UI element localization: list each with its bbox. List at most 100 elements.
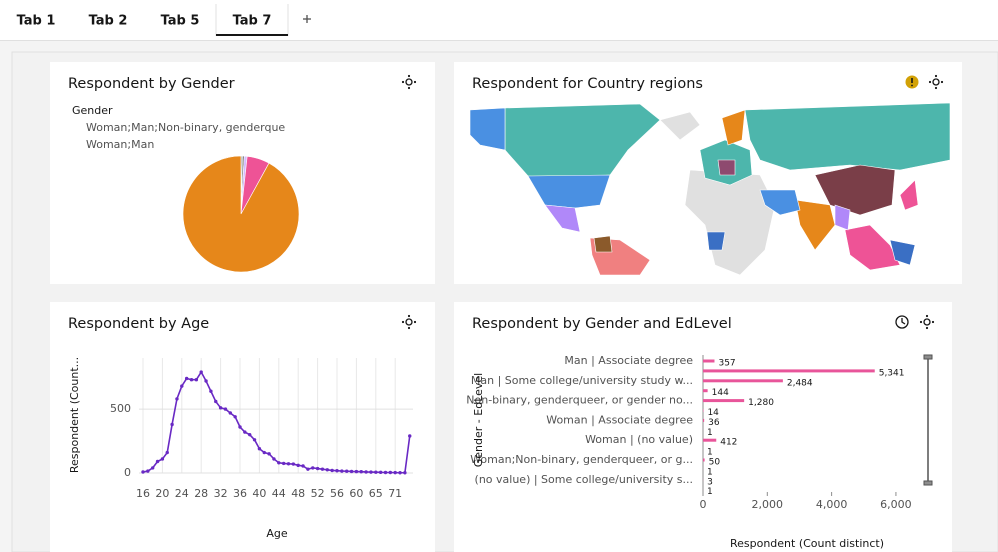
add-tab[interactable] bbox=[303, 15, 311, 23]
value-label: 357 bbox=[718, 359, 735, 369]
point bbox=[175, 397, 179, 401]
bar bbox=[703, 399, 745, 403]
region bbox=[659, 111, 701, 141]
bar bbox=[703, 369, 875, 373]
x-tick-label: 20 bbox=[155, 487, 169, 500]
tab[interactable]: Tab 5 bbox=[161, 14, 200, 29]
dot bbox=[940, 80, 944, 84]
point bbox=[238, 425, 242, 429]
x-tick-label: 44 bbox=[272, 487, 286, 500]
dot bbox=[925, 314, 929, 318]
tab-bar bbox=[0, 0, 998, 40]
point bbox=[374, 470, 378, 474]
x-axis-label: Age bbox=[266, 527, 288, 540]
slider-handle[interactable] bbox=[923, 480, 933, 486]
settings-icon[interactable] bbox=[405, 78, 413, 86]
x-tick-label: 16 bbox=[136, 487, 150, 500]
y-tick-label: Non-binary, genderqueer, or gender no... bbox=[466, 394, 693, 407]
point bbox=[281, 461, 286, 466]
region bbox=[834, 204, 851, 231]
x-tick-label: 6,000 bbox=[880, 498, 912, 511]
point bbox=[248, 432, 252, 437]
value-label: 36 bbox=[708, 418, 720, 428]
bar bbox=[703, 458, 705, 462]
dot bbox=[413, 320, 417, 324]
value-label: 1 bbox=[707, 428, 713, 438]
settings-icon[interactable] bbox=[405, 318, 413, 326]
region bbox=[759, 189, 801, 216]
dot bbox=[925, 326, 929, 330]
panel-title: Respondent by Gender and EdLevel bbox=[472, 316, 732, 332]
region bbox=[469, 107, 506, 151]
clock-icon[interactable] bbox=[895, 315, 909, 329]
panel-title: Respondent by Age bbox=[68, 316, 209, 332]
active-tab-indicator bbox=[216, 34, 288, 36]
dot bbox=[407, 74, 411, 78]
point bbox=[286, 462, 291, 466]
value-label: 144 bbox=[712, 388, 729, 398]
settings-icon[interactable] bbox=[923, 318, 931, 326]
point bbox=[335, 469, 339, 473]
point bbox=[228, 411, 232, 415]
point bbox=[257, 447, 262, 451]
y-tick-label: Man | Associate degree bbox=[564, 354, 693, 367]
range-slider[interactable] bbox=[923, 354, 933, 486]
y-tick-label: Man | Some college/university study w... bbox=[471, 374, 693, 387]
point bbox=[155, 459, 160, 464]
region bbox=[744, 102, 951, 171]
point bbox=[345, 469, 349, 473]
point bbox=[272, 457, 276, 461]
dot bbox=[407, 86, 411, 90]
point bbox=[359, 470, 363, 474]
value-label: 5,341 bbox=[879, 368, 905, 378]
point bbox=[403, 471, 407, 475]
point bbox=[330, 468, 334, 473]
point bbox=[160, 457, 165, 461]
value-label: 1 bbox=[707, 448, 713, 458]
point bbox=[277, 461, 281, 465]
dot bbox=[934, 74, 938, 78]
point bbox=[315, 466, 320, 471]
point bbox=[214, 399, 218, 404]
dot bbox=[919, 320, 923, 324]
point bbox=[180, 384, 184, 388]
point bbox=[311, 466, 315, 470]
bar bbox=[703, 438, 717, 442]
panel bbox=[50, 302, 435, 552]
panel-title: Respondent by Gender bbox=[68, 76, 235, 92]
value-label: 50 bbox=[709, 458, 721, 468]
y-axis-label: Gender - EdLevel bbox=[472, 373, 485, 467]
tab[interactable]: Tab 2 bbox=[89, 14, 128, 29]
warning-dot bbox=[911, 84, 913, 87]
gear-dots bbox=[401, 74, 944, 330]
x-tick-label: 56 bbox=[330, 487, 344, 500]
tab[interactable]: Tab 7 bbox=[233, 14, 272, 29]
y-axis-label: Respondent (Count... bbox=[68, 357, 81, 473]
region bbox=[717, 159, 736, 176]
point bbox=[151, 466, 155, 470]
x-tick-label: 71 bbox=[388, 487, 402, 500]
slider-handle[interactable] bbox=[923, 354, 933, 360]
icons bbox=[405, 78, 940, 329]
point bbox=[408, 434, 412, 438]
dot bbox=[407, 314, 411, 318]
x-tick-label: 52 bbox=[311, 487, 325, 500]
point bbox=[301, 464, 305, 468]
region bbox=[527, 174, 611, 209]
dot bbox=[401, 320, 405, 324]
region bbox=[889, 239, 916, 266]
region bbox=[844, 224, 901, 271]
point bbox=[267, 452, 271, 456]
tab[interactable]: Tab 1 bbox=[17, 14, 56, 29]
settings-icon[interactable] bbox=[932, 78, 940, 86]
point bbox=[369, 470, 373, 474]
point bbox=[398, 471, 402, 475]
x-tick-label: 48 bbox=[291, 487, 305, 500]
point bbox=[296, 463, 300, 468]
y-tick-label: Woman | Associate degree bbox=[546, 413, 693, 426]
legend-title: Gender bbox=[72, 104, 113, 117]
region bbox=[544, 204, 581, 233]
dot bbox=[401, 80, 405, 84]
bar bbox=[703, 418, 705, 422]
